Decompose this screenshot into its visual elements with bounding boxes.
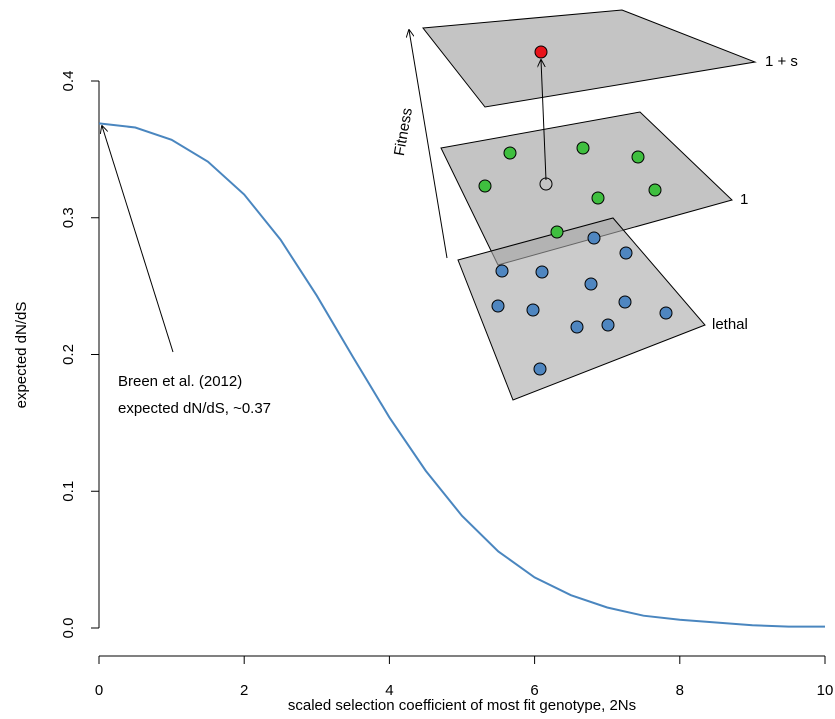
y-tick-label: 0.1 xyxy=(60,481,77,502)
dot xyxy=(533,362,547,376)
dot xyxy=(576,141,590,155)
annotation: Breen et al. (2012) xyxy=(118,373,242,390)
annotation: expected dN/dS, ~0.37 xyxy=(118,400,271,417)
y-tick-label: 0.0 xyxy=(60,618,77,639)
dot xyxy=(526,303,540,317)
dot xyxy=(495,264,509,278)
dot xyxy=(503,146,517,160)
dot xyxy=(659,306,673,320)
dot xyxy=(570,320,584,334)
annotation-arrow xyxy=(102,126,174,353)
dot xyxy=(534,45,548,59)
y-tick-label: 0.4 xyxy=(60,71,77,92)
x-tick-label: 6 xyxy=(530,682,538,699)
dot xyxy=(584,277,598,291)
line xyxy=(98,122,825,628)
dot xyxy=(648,183,662,197)
x-tick-label: 10 xyxy=(817,682,834,699)
level-label: 1 + s xyxy=(765,53,798,70)
dot xyxy=(631,150,645,164)
dot xyxy=(619,246,633,260)
dot xyxy=(601,318,615,332)
dot xyxy=(478,179,492,193)
inset xyxy=(409,9,757,401)
level-label: 1 xyxy=(740,191,748,208)
fitness-arrow xyxy=(409,30,448,259)
y-axis-label: expected dN/dS xyxy=(13,302,30,409)
dot xyxy=(550,225,564,239)
y-tick-label: 0.2 xyxy=(60,344,77,365)
x-tick-label: 0 xyxy=(95,682,103,699)
jump-arrow xyxy=(541,60,547,181)
origin-dot xyxy=(539,177,553,191)
fitness-label: Fitness xyxy=(391,107,416,158)
dot xyxy=(535,265,549,279)
plane xyxy=(422,9,757,108)
dot xyxy=(587,231,601,245)
y-tick-label: 0.3 xyxy=(60,207,77,228)
x-tick-label: 4 xyxy=(385,682,393,699)
x-tick-label: 2 xyxy=(240,682,248,699)
x-axis-label: scaled selection coefficient of most fit… xyxy=(288,697,636,714)
dot xyxy=(491,299,505,313)
dot xyxy=(591,191,605,205)
level-label: lethal xyxy=(712,316,748,333)
x-tick-label: 8 xyxy=(676,682,684,699)
dot xyxy=(618,295,632,309)
